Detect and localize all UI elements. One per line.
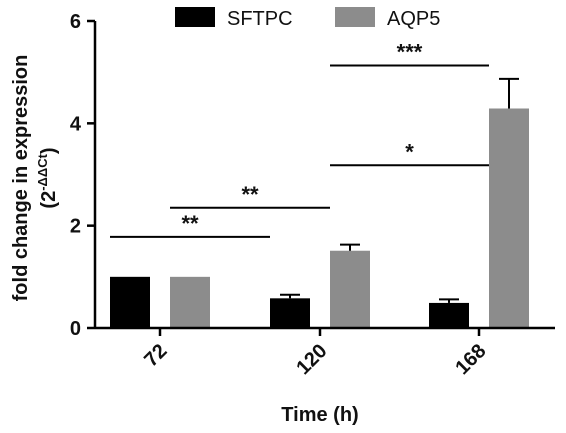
y-axis-unit: (2-ΔΔCt): [35, 147, 60, 208]
y-axis-unit-base: (2: [38, 191, 60, 209]
y-tick-label-2: 2: [70, 216, 81, 238]
legend-swatch-sftpc: [175, 7, 215, 27]
legend-label-aqp5: AQP5: [387, 8, 440, 30]
bar-sftpc-168: [429, 302, 469, 328]
y-tick-label-6: 6: [70, 11, 81, 33]
x-tick-label-72: 72: [140, 340, 171, 371]
legend-label-sftpc: SFTPC: [227, 8, 293, 30]
significance-layer: ********: [110, 40, 489, 238]
bar-aqp5-72: [170, 276, 210, 328]
y-axis-unit-text: (2-ΔΔCt): [35, 147, 60, 208]
significance-label-2: **: [241, 182, 259, 207]
x-tick-label-168: 168: [451, 340, 490, 379]
x-axis-title: Time (h): [281, 404, 358, 426]
y-axis-unit-sup: -ΔΔCt: [35, 153, 50, 190]
y-axis-title-line1: fold change in expression: [10, 55, 32, 302]
x-tick-label-120: 120: [292, 340, 331, 379]
bars-layer: [110, 108, 529, 329]
y-tick-label-4: 4: [70, 113, 82, 135]
y-axis-unit-end: ): [38, 147, 60, 154]
significance-label-1: **: [181, 211, 199, 236]
significance-label-3: *: [405, 139, 414, 164]
bar-sftpc-120: [270, 298, 310, 328]
legend: SFTPC AQP5: [175, 7, 440, 30]
bar-aqp5-168: [489, 108, 529, 329]
legend-swatch-aqp5: [335, 7, 375, 27]
bar-sftpc-72: [110, 276, 150, 328]
y-axis-title: fold change in expression: [10, 55, 32, 302]
y-tick-label-0: 0: [70, 318, 81, 340]
significance-label-4: ***: [397, 40, 423, 65]
error-bars-layer: [280, 77, 519, 303]
bar-aqp5-120: [330, 250, 370, 328]
